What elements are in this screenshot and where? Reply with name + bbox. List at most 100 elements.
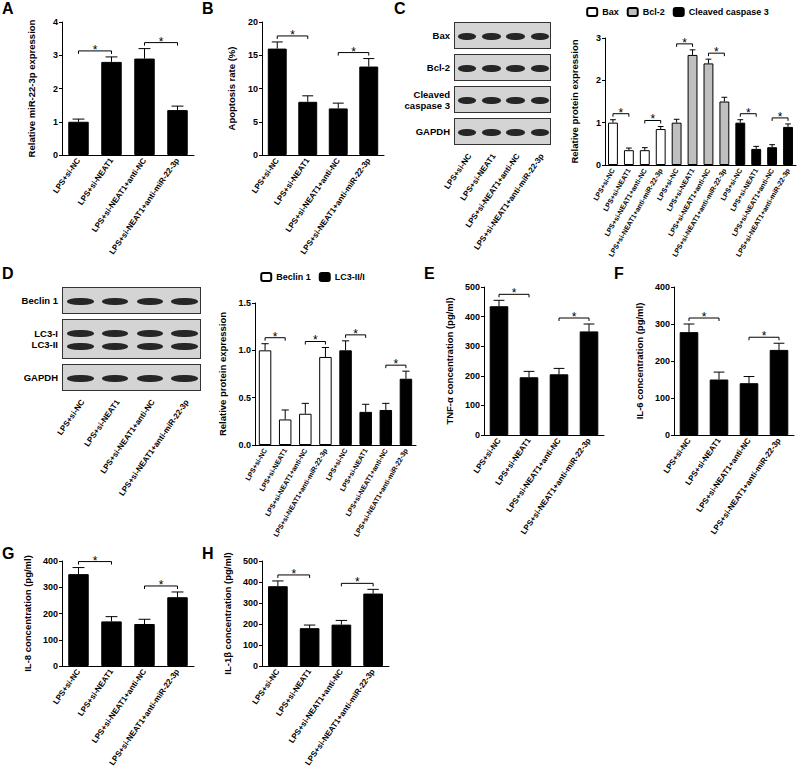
svg-text:0: 0 xyxy=(53,661,58,671)
svg-text:Relative protein expression: Relative protein expression xyxy=(217,312,228,436)
svg-text:LPS+si-NEAT1+anti-miR-22-3p: LPS+si-NEAT1+anti-miR-22-3p xyxy=(671,167,728,258)
svg-text:0: 0 xyxy=(253,150,258,160)
svg-text:200: 200 xyxy=(465,371,480,381)
svg-text:Relative miR-22-3p expression: Relative miR-22-3p expression xyxy=(26,19,37,157)
svg-text:LPS+si-NEAT1+anti-NC: LPS+si-NEAT1+anti-NC xyxy=(505,436,563,514)
svg-text:2: 2 xyxy=(53,84,58,94)
svg-text:LPS+si-NC: LPS+si-NC xyxy=(662,436,693,475)
svg-text:LPS+si-NC: LPS+si-NC xyxy=(250,156,281,195)
svg-text:*: * xyxy=(159,35,164,49)
svg-text:LPS+si-NEAT1+anti-miR-22-3p: LPS+si-NEAT1+anti-miR-22-3p xyxy=(272,447,329,538)
svg-text:Bax: Bax xyxy=(602,7,619,17)
svg-text:400: 400 xyxy=(465,312,480,322)
svg-text:300: 300 xyxy=(465,341,480,351)
svg-text:*: * xyxy=(313,333,318,347)
svg-text:200: 200 xyxy=(243,619,258,629)
svg-text:LPS+si-NEAT1+anti-NC: LPS+si-NEAT1+anti-NC xyxy=(284,156,342,234)
svg-text:200: 200 xyxy=(43,609,58,619)
svg-text:200: 200 xyxy=(655,356,670,366)
svg-text:300: 300 xyxy=(655,319,670,329)
svg-text:*: * xyxy=(682,36,687,50)
svg-text:TNF-α concentration (pg/ml): TNF-α concentration (pg/ml) xyxy=(444,297,455,424)
svg-text:LPS+si-NEAT1+anti-NC: LPS+si-NEAT1+anti-NC xyxy=(287,667,345,745)
svg-text:3: 3 xyxy=(53,50,58,60)
svg-text:LPS+si-NEAT1+anti-NC: LPS+si-NEAT1+anti-NC xyxy=(90,156,148,234)
svg-text:0: 0 xyxy=(53,150,58,160)
svg-text:*: * xyxy=(619,106,624,120)
svg-text:1: 1 xyxy=(596,118,601,128)
svg-text:Bcl-2: Bcl-2 xyxy=(643,7,665,17)
svg-text:Relative protein expression: Relative protein expression xyxy=(569,39,580,163)
svg-text:LPS+si-NEAT1+anti-miR-22-3p: LPS+si-NEAT1+anti-miR-22-3p xyxy=(108,667,182,767)
svg-text:LPS+si-NEAT1+anti-miR-22-3p: LPS+si-NEAT1+anti-miR-22-3p xyxy=(709,436,783,536)
svg-text:LPS+si-NEAT1+anti-miR-22-3p: LPS+si-NEAT1+anti-miR-22-3p xyxy=(299,156,373,256)
svg-text:IL-8 concentration (pg/ml): IL-8 concentration (pg/ml) xyxy=(22,555,33,672)
svg-text:LPS+si-NEAT1: LPS+si-NEAT1 xyxy=(76,156,115,207)
svg-text:400: 400 xyxy=(655,282,670,292)
svg-text:400: 400 xyxy=(243,577,258,587)
svg-text:0.5: 0.5 xyxy=(238,393,251,403)
svg-text:Apoptosis rate (%): Apoptosis rate (%) xyxy=(226,47,237,131)
svg-text:LPS+si-NEAT1+anti-NC: LPS+si-NEAT1+anti-NC xyxy=(90,667,148,745)
svg-text:0.0: 0.0 xyxy=(238,440,251,450)
svg-text:LPS+si-NEAT1+anti-miR-22-3p: LPS+si-NEAT1+anti-miR-22-3p xyxy=(303,667,377,767)
svg-text:Beclin 1: Beclin 1 xyxy=(276,272,311,282)
svg-text:LPS+si-NEAT1+anti-NC: LPS+si-NEAT1+anti-NC xyxy=(695,436,753,514)
svg-text:0: 0 xyxy=(253,661,258,671)
svg-text:*: * xyxy=(291,567,296,581)
svg-text:LPS+si-NEAT1+anti-miR-22-3p: LPS+si-NEAT1+anti-miR-22-3p xyxy=(519,436,593,536)
svg-text:*: * xyxy=(512,286,517,300)
svg-text:4: 4 xyxy=(53,17,58,27)
svg-text:*: * xyxy=(351,45,356,59)
svg-text:LPS+si-NEAT1: LPS+si-NEAT1 xyxy=(76,667,115,718)
svg-text:LPS+si-NC: LPS+si-NC xyxy=(472,436,503,475)
svg-text:1: 1 xyxy=(53,117,58,127)
svg-text:3: 3 xyxy=(596,33,601,43)
svg-text:*: * xyxy=(93,554,98,568)
svg-text:*: * xyxy=(746,106,751,120)
svg-text:*: * xyxy=(93,43,98,57)
svg-text:10: 10 xyxy=(248,84,258,94)
svg-text:LPS+si-NC: LPS+si-NC xyxy=(51,667,82,706)
svg-text:*: * xyxy=(273,330,278,344)
svg-text:2: 2 xyxy=(596,75,601,85)
svg-text:LPS+si-NEAT1+anti-miR-22-3p: LPS+si-NEAT1+anti-miR-22-3p xyxy=(108,156,182,256)
svg-text:LPS+si-NEAT1+anti-miR-22-3p: LPS+si-NEAT1+anti-miR-22-3p xyxy=(353,447,410,538)
svg-text:IL-1β concentration (pg/ml): IL-1β concentration (pg/ml) xyxy=(222,552,233,674)
svg-text:15: 15 xyxy=(248,50,258,60)
svg-text:*: * xyxy=(650,112,655,126)
svg-text:*: * xyxy=(159,578,164,592)
svg-text:100: 100 xyxy=(43,635,58,645)
svg-text:100: 100 xyxy=(465,400,480,410)
svg-text:LPS+si-NC: LPS+si-NC xyxy=(51,156,82,195)
svg-text:*: * xyxy=(353,327,358,341)
svg-text:*: * xyxy=(290,28,295,42)
svg-text:300: 300 xyxy=(43,582,58,592)
svg-text:100: 100 xyxy=(243,640,258,650)
svg-text:1.0: 1.0 xyxy=(238,345,251,355)
svg-text:0: 0 xyxy=(596,160,601,170)
svg-text:LC3-II/I: LC3-II/I xyxy=(335,272,365,282)
svg-text:100: 100 xyxy=(655,393,670,403)
svg-text:1.5: 1.5 xyxy=(238,298,251,308)
svg-text:500: 500 xyxy=(465,282,480,292)
svg-text:*: * xyxy=(762,329,767,343)
svg-text:IL-6 concentration (pg/ml): IL-6 concentration (pg/ml) xyxy=(634,303,645,420)
svg-text:500: 500 xyxy=(243,556,258,566)
svg-text:*: * xyxy=(394,357,399,371)
svg-text:*: * xyxy=(702,310,707,324)
svg-text:400: 400 xyxy=(43,556,58,566)
svg-text:*: * xyxy=(572,310,577,324)
svg-text:*: * xyxy=(714,45,719,59)
svg-text:0: 0 xyxy=(665,430,670,440)
svg-text:*: * xyxy=(778,110,783,124)
svg-text:LPS+si-NC: LPS+si-NC xyxy=(251,667,282,706)
svg-text:20: 20 xyxy=(248,17,258,27)
svg-text:LPS+si-NEAT1+anti-miR-22-3p: LPS+si-NEAT1+anti-miR-22-3p xyxy=(607,167,664,258)
svg-text:Cleaved caspase 3: Cleaved caspase 3 xyxy=(689,7,769,17)
svg-text:0: 0 xyxy=(475,430,480,440)
svg-text:300: 300 xyxy=(243,598,258,608)
svg-text:LPS+si-NEAT1+anti-miR-22-3p: LPS+si-NEAT1+anti-miR-22-3p xyxy=(735,167,792,258)
svg-text:*: * xyxy=(355,575,360,589)
svg-text:5: 5 xyxy=(253,117,258,127)
